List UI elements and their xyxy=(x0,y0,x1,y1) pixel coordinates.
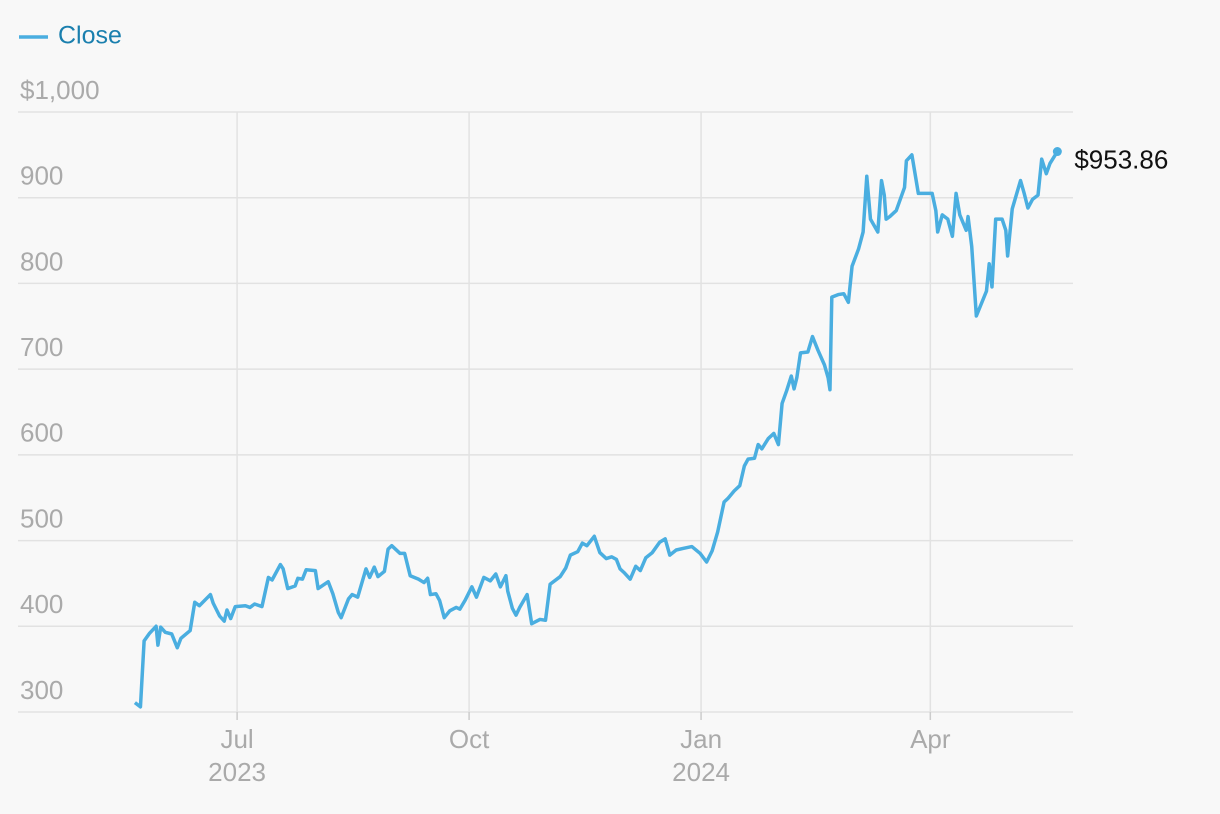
y-tick-label: 500 xyxy=(20,503,63,533)
y-tick-label: 900 xyxy=(20,161,63,191)
end-label: $953.86 xyxy=(1074,144,1168,174)
y-tick-label: $1,000 xyxy=(20,75,100,105)
x-tick-year: 2024 xyxy=(672,757,730,787)
x-tick-label: Oct xyxy=(449,724,490,754)
y-tick-label: 300 xyxy=(20,675,63,705)
x-tick-year: 2023 xyxy=(208,757,266,787)
y-tick-label: 700 xyxy=(20,332,63,362)
x-tick-label: Jan xyxy=(680,724,722,754)
y-tick-label: 400 xyxy=(20,589,63,619)
legend-label: Close xyxy=(58,22,122,50)
x-tick-label: Apr xyxy=(910,724,951,754)
y-tick-label: 600 xyxy=(20,418,63,448)
x-tick-label: Jul xyxy=(220,724,253,754)
y-tick-label: 800 xyxy=(20,246,63,276)
line-series xyxy=(133,150,1059,709)
end-point xyxy=(1052,147,1062,157)
